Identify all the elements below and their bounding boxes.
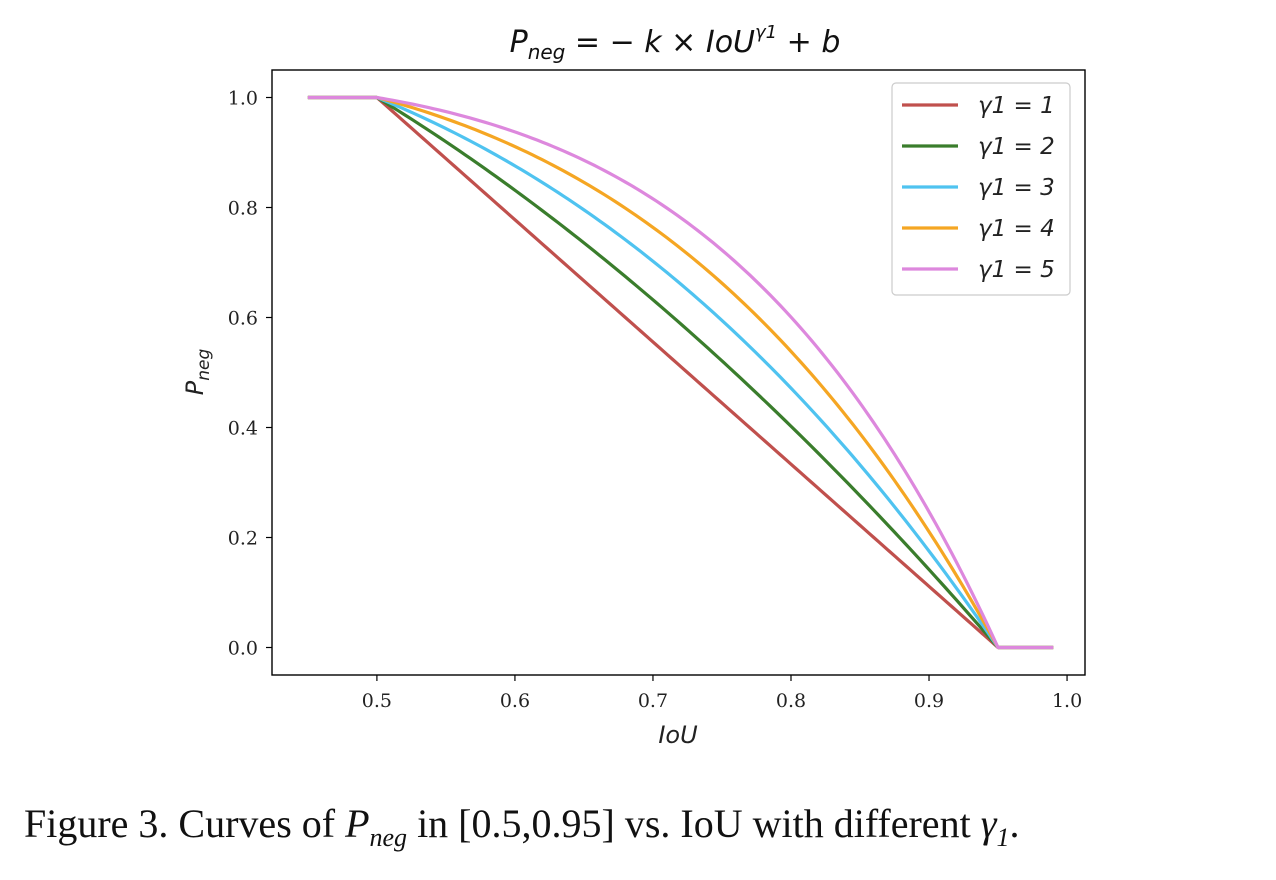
legend-box (891, 82, 1071, 296)
legend-label-gamma-1: γ1 = 1 (978, 93, 1055, 119)
y-tick-label: 0.6 (228, 308, 258, 330)
caption-math-sub: neg (369, 823, 408, 852)
plot-frame (271, 69, 1086, 676)
figure-caption: Figure 3. Curves of Pneg in [0.5,0.95] v… (24, 800, 1264, 853)
caption-gamma-sub: 1 (996, 823, 1010, 852)
caption-middle: in [0.5,0.95] vs. IoU with different (407, 801, 981, 846)
plot-area: 0.5 0.6 0.7 0.8 0.9 1.0 0.0 0.2 0.4 0.6 0.8 1.0 (228, 69, 1086, 712)
title-tail: + b (777, 25, 840, 60)
y-tick-label: 1.0 (228, 88, 258, 110)
title-main: P (510, 25, 529, 60)
legend-label-gamma-3: γ1 = 3 (978, 175, 1055, 201)
y-axis-label: Pneg (181, 349, 214, 396)
ylabel-sub: neg (194, 349, 214, 381)
y-tick-label: 0.2 (228, 528, 258, 550)
series-line-gamma-2 (307, 95, 1054, 650)
legend-label-gamma-4: γ1 = 4 (978, 216, 1055, 242)
series-line-gamma-3 (307, 95, 1054, 650)
y-tick-label: 0.4 (228, 418, 258, 440)
legend: γ1 = 1 γ1 = 2 γ1 = 3 γ1 = 4 γ1 = 5 (891, 82, 1071, 296)
x-tick-label: 1.0 (1052, 690, 1082, 712)
title-sub: neg (528, 40, 566, 64)
x-tick-label: 0.6 (500, 690, 530, 712)
title-sup: γ1 (755, 22, 777, 43)
caption-suffix: . (1009, 801, 1020, 846)
chart-title: Pneg = − k × IoUγ1 + b (510, 22, 841, 64)
legend-label-gamma-2: γ1 = 2 (978, 134, 1055, 160)
series-line-gamma-5 (307, 95, 1054, 650)
y-tick-label: 0.0 (228, 638, 258, 660)
y-tick-label: 0.8 (228, 198, 258, 220)
caption-gamma-main: γ (980, 801, 997, 846)
x-tick-label: 0.5 (362, 690, 392, 712)
x-axis-label: IoU (658, 721, 698, 749)
series-line-gamma-1 (307, 95, 1054, 650)
x-tick-label: 0.8 (776, 690, 806, 712)
chart-svg: Pneg = − k × IoUγ1 + b 0.5 0.6 0.7 0.8 0.9 1.… (181, 22, 1086, 749)
ylabel-main: P (181, 380, 209, 395)
caption-math-main: P (345, 801, 370, 846)
legend-label-gamma-5: γ1 = 5 (978, 257, 1055, 283)
x-tick-label: 0.7 (638, 690, 668, 712)
svg-text:Pneg: Pneg (181, 349, 214, 396)
caption-prefix: Figure 3. Curves of (24, 801, 346, 846)
svg-text:Pneg = − k × IoUγ1 + b: Pneg = − k × IoUγ1 + b (510, 22, 841, 64)
series-line-gamma-4 (307, 95, 1054, 650)
chart-figure: Pneg = − k × IoUγ1 + b 0.5 0.6 0.7 0.8 0.9 1.… (181, 22, 1086, 749)
title-eq: = − k × IoU (565, 25, 755, 60)
x-tick-label: 0.9 (914, 690, 944, 712)
